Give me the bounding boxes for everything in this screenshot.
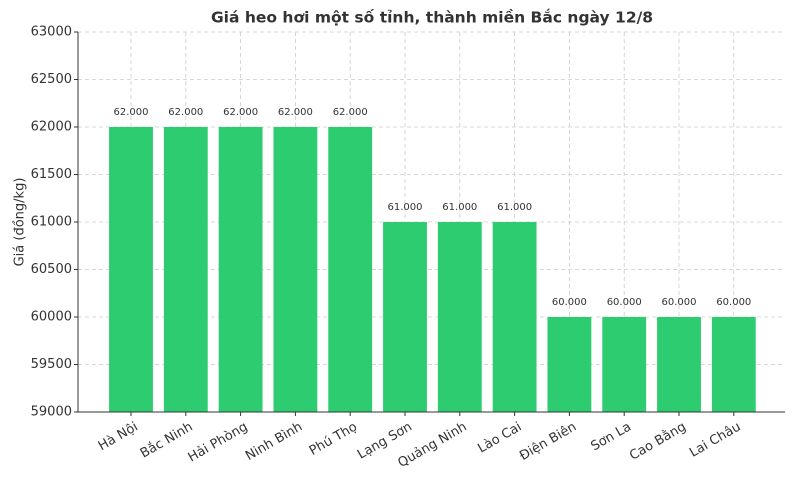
x-tick-label: Cao Bằng xyxy=(627,420,689,464)
bar xyxy=(437,222,482,412)
bar xyxy=(328,127,373,412)
y-tick-label: 63000 xyxy=(31,25,72,40)
value-label: 61.000 xyxy=(388,202,423,213)
bar xyxy=(383,222,427,412)
bar xyxy=(492,222,537,412)
x-tick-label: Điện Biên xyxy=(517,420,579,464)
y-tick-label: 60000 xyxy=(31,310,72,325)
y-tick-label: 59500 xyxy=(31,357,72,372)
value-label: 61.000 xyxy=(497,202,532,213)
x-tick-label: Phú Thọ xyxy=(307,419,360,458)
x-tick-label: Ninh Bình xyxy=(243,420,305,464)
y-axis-label: Giá (đồng/kg) xyxy=(13,178,28,267)
chart-title: Giá heo hơi một số tỉnh, thành miền Bắc … xyxy=(211,8,653,27)
value-label: 62.000 xyxy=(223,107,258,118)
value-label: 61.000 xyxy=(442,202,477,213)
value-label: 60.000 xyxy=(716,297,751,308)
value-label: 62.000 xyxy=(114,107,149,118)
y-tick-label: 59000 xyxy=(31,405,72,420)
value-label: 62.000 xyxy=(168,107,203,118)
y-tick-label: 61500 xyxy=(31,167,72,182)
y-tick-label: 61000 xyxy=(31,215,72,230)
y-tick-label: 62000 xyxy=(31,120,72,135)
bar xyxy=(711,317,756,412)
value-label: 62.000 xyxy=(333,107,368,118)
value-label: 60.000 xyxy=(552,297,587,308)
bar xyxy=(273,127,318,412)
x-tick-label: Hà Nội xyxy=(96,420,141,455)
x-tick-label: Lai Châu xyxy=(687,420,743,461)
bar xyxy=(218,127,263,412)
y-tick-label: 60500 xyxy=(31,262,72,277)
y-tick-label: 62500 xyxy=(31,72,72,87)
bar xyxy=(602,317,647,412)
bar xyxy=(109,127,153,412)
x-tick-label: Sơn La xyxy=(589,420,634,455)
bar xyxy=(163,127,208,412)
bar xyxy=(657,317,701,412)
x-tick-label: Hải Phòng xyxy=(186,420,251,466)
bar xyxy=(547,317,592,412)
value-label: 60.000 xyxy=(607,297,642,308)
value-label: 60.000 xyxy=(662,297,697,308)
value-label: 62.000 xyxy=(278,107,313,118)
